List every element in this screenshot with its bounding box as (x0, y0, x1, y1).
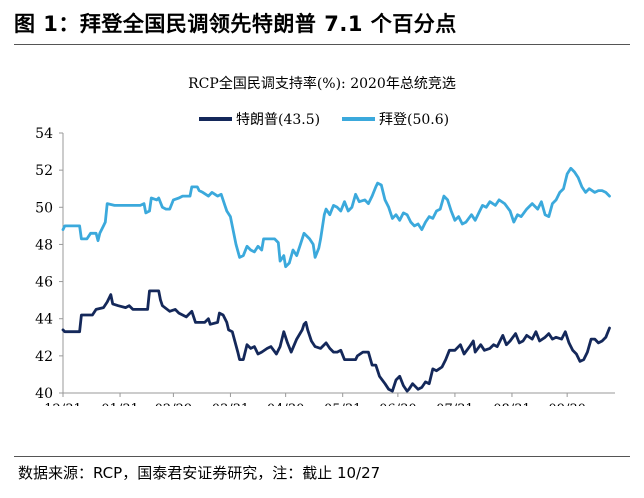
x-tick-label: 06/30 (379, 402, 416, 406)
series-line-trump (61, 289, 611, 393)
figure-title: 图 1：拜登全国民调领先特朗普 7.1 个百分点 (14, 12, 457, 36)
x-tick-label: 01/31 (101, 402, 138, 406)
x-tick-label: 07/31 (436, 402, 473, 406)
x-tick-label: 05/31 (324, 402, 361, 406)
y-tick-label: 46 (35, 275, 53, 291)
x-tick-label: 09/30 (548, 402, 585, 406)
chart-title: RCP全国民调支持率(%): 2020年总统竞选 (188, 75, 456, 92)
legend-label-trump: 特朗普(43.5) (236, 112, 320, 128)
series-line-biden (61, 166, 611, 269)
y-tick-label: 50 (35, 200, 53, 216)
title-divider (14, 44, 630, 45)
x-tick-label: 04/30 (267, 402, 304, 406)
footer-divider (14, 456, 630, 457)
legend-item-trump: 特朗普(43.5) (199, 112, 320, 128)
x-tick-label: 02/29 (155, 402, 192, 406)
y-tick-label: 44 (35, 312, 53, 328)
legend: 特朗普(43.5) 拜登(50.6) (199, 112, 449, 128)
legend-item-biden: 拜登(50.6) (342, 112, 449, 128)
y-tick-label: 48 (35, 237, 53, 253)
y-tick-label: 54 (35, 126, 53, 142)
series-layer (61, 166, 611, 393)
y-tick-label: 52 (35, 163, 53, 179)
source-note: 数据来源：RCP，国泰君安证券研究，注：截止 10/27 (18, 464, 381, 482)
line-chart: RCP全国民调支持率(%): 2020年总统竞选 特朗普(43.5) 拜登(50… (35, 75, 615, 406)
x-tick-label: 03/31 (212, 402, 249, 406)
x-axis: 12/31 01/31 02/29 03/31 04/30 05/31 06/30 07/31… (44, 392, 615, 406)
legend-label-biden: 拜登(50.6) (379, 112, 449, 128)
y-tick-label: 42 (35, 349, 53, 365)
y-tick-label: 40 (35, 386, 53, 402)
x-tick-label: 08/31 (493, 402, 530, 406)
x-tick-label: 12/31 (44, 402, 81, 406)
y-axis: 40 42 44 46 48 50 52 54 (35, 126, 64, 402)
